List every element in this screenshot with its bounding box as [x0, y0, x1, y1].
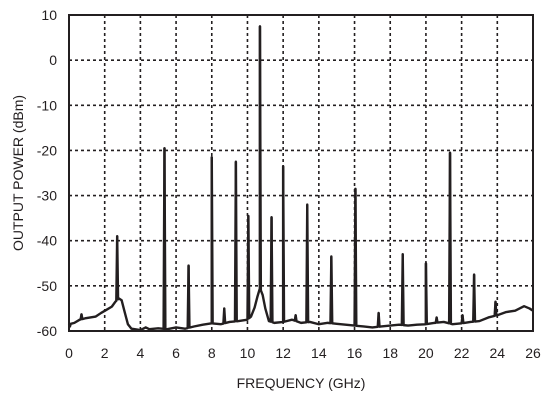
x-tick-label: 2 — [101, 345, 109, 361]
y-tick-label: -10 — [37, 97, 57, 113]
grid — [69, 15, 533, 331]
x-tick-label: 26 — [525, 345, 541, 361]
x-tick-label: 14 — [311, 345, 327, 361]
x-tick-label: 0 — [65, 345, 73, 361]
x-tick-label: 10 — [240, 345, 256, 361]
y-tick-label: 0 — [49, 52, 57, 68]
y-tick-label: -40 — [37, 233, 57, 249]
x-tick-label: 4 — [136, 345, 144, 361]
y-tick-label: -60 — [37, 323, 57, 339]
x-tick-label: 18 — [382, 345, 398, 361]
y-axis-title: OUTPUT POWER (dBm) — [10, 95, 26, 251]
y-tick-label: -30 — [37, 188, 57, 204]
x-tick-label: 8 — [208, 345, 216, 361]
x-tick-label: 24 — [490, 345, 506, 361]
x-tick-label: 20 — [418, 345, 434, 361]
x-tick-labels: 0 2 4 6 8 10 12 14 16 18 20 22 24 26 — [65, 345, 541, 361]
x-tick-label: 6 — [172, 345, 180, 361]
plot-area — [67, 25, 534, 332]
x-tick-label: 16 — [347, 345, 363, 361]
x-axis-title: FREQUENCY (GHz) — [237, 375, 366, 391]
x-tick-label: 22 — [454, 345, 470, 361]
y-tick-label: -20 — [37, 142, 57, 158]
plot-frame — [68, 14, 534, 332]
y-tick-label: -50 — [37, 278, 57, 294]
x-tick-label: 12 — [275, 345, 291, 361]
y-tick-labels: 10 0 -10 -20 -30 -40 -50 -60 — [37, 7, 57, 339]
spectrum-trace — [67, 25, 534, 332]
y-tick-label: 10 — [41, 7, 57, 23]
